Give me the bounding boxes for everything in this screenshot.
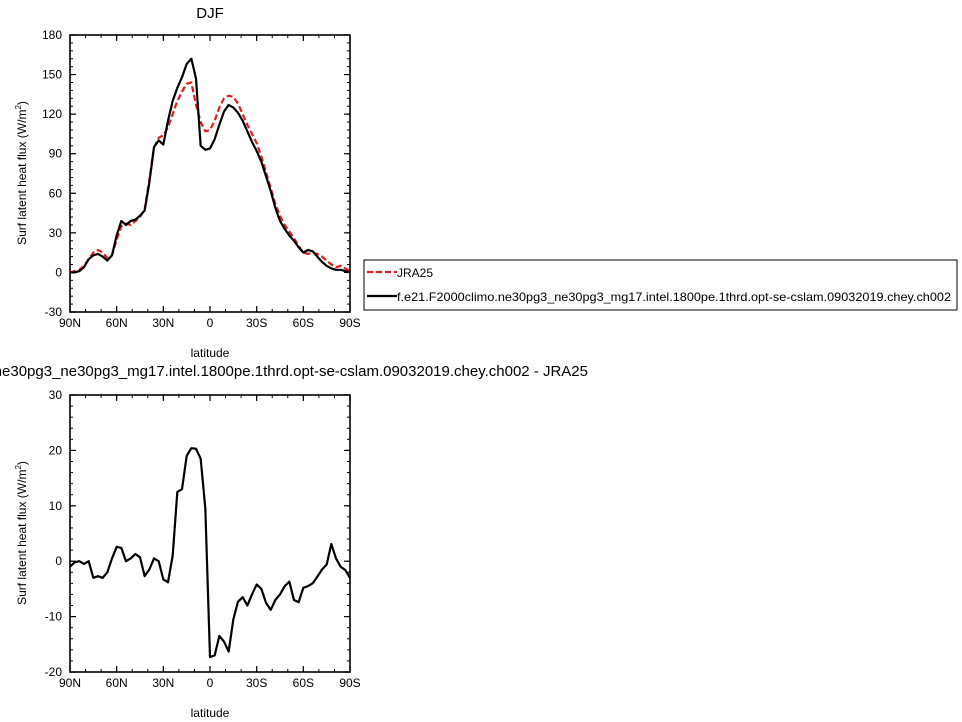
panel-djf: DJF 90N 60N 30N 0 30S 60S 90S -30 0 30 60 90 120 150 1… (14, 5, 361, 360)
x-tick-label: 90N (59, 316, 81, 330)
panel-1-plot-frame (69, 34, 351, 313)
y-tick-label: 10 (49, 499, 63, 513)
x-tick-label: 0 (207, 676, 214, 690)
x-tick-label: 30N (152, 316, 174, 330)
y-tick-label: 0 (55, 554, 62, 568)
panel-1-series (69, 57, 351, 274)
y-tick-label: 0 (55, 265, 62, 279)
y-tick-label: 150 (42, 68, 62, 82)
y-tick-label: -20 (45, 665, 63, 679)
panel-difference: f.e21.F2000climo.ne30pg3_ne30pg3_mg17.in… (0, 363, 588, 720)
y-tick-label: 60 (49, 186, 63, 200)
panel-2-x-axis-label: latitude (191, 706, 230, 720)
legend-label-jra25: JRA25 (397, 266, 433, 280)
legend-label-model: f.e21.F2000climo.ne30pg3_ne30pg3_mg17.in… (397, 290, 951, 304)
x-tick-label: 90S (339, 316, 360, 330)
y-tick-label: -30 (45, 305, 63, 319)
y-tick-label: 90 (49, 147, 63, 161)
panel-2-title: f.e21.F2000climo.ne30pg3_ne30pg3_mg17.in… (0, 363, 588, 380)
y-tick-label: 30 (49, 388, 63, 402)
x-tick-label: 90S (339, 676, 360, 690)
series-line-0 (69, 447, 351, 659)
x-tick-label: 30S (246, 676, 267, 690)
y-tick-label: 180 (42, 28, 62, 42)
x-tick-label: 60N (106, 316, 128, 330)
x-tick-label: 60S (293, 316, 314, 330)
panel-2-y-axis-label-sup: 2 (14, 465, 23, 470)
x-tick-label: 60S (293, 676, 314, 690)
panel-2-series (69, 447, 351, 659)
x-tick-label: 90N (59, 676, 81, 690)
panel-1-ticks: 90N 60N 30N 0 30S 60S 90S -30 0 30 60 90 120 150 180 (42, 28, 361, 330)
legend-box (363, 259, 958, 311)
series-line-0 (69, 81, 351, 274)
x-tick-label: 0 (207, 316, 214, 330)
y-tick-label: 20 (49, 443, 63, 457)
panel-2-y-axis-label-end: ) (15, 461, 29, 465)
x-tick-label: 30S (246, 316, 267, 330)
x-tick-label: 30N (152, 676, 174, 690)
legend: JRA25 f.e21.F2000climo.ne30pg3_ne30pg3_m… (363, 259, 958, 311)
panel-2-ticks: 90N 60N 30N 0 30S 60S 90S -20 -10 0 10 20 30 (45, 388, 361, 690)
panel-1-y-axis-label-main: Surf latent heat flux (W/m (15, 110, 29, 245)
panel-1-x-axis-label: latitude (191, 346, 230, 360)
panel-2-y-axis-label-main: Surf latent heat flux (W/m (15, 470, 29, 605)
panel-1-title: DJF (196, 5, 224, 22)
panel-2-y-axis-label: Surf latent heat flux (W/m2) (14, 461, 29, 605)
y-tick-label: 30 (49, 226, 63, 240)
y-tick-label: 120 (42, 107, 62, 121)
panel-1-y-axis-label-end: ) (15, 101, 29, 105)
series-line-1 (70, 57, 351, 274)
x-tick-label: 60N (106, 676, 128, 690)
panel-1-y-axis-label: Surf latent heat flux (W/m2) (14, 101, 29, 245)
panel-1-y-axis-label-sup: 2 (14, 105, 23, 110)
y-tick-label: -10 (45, 610, 63, 624)
